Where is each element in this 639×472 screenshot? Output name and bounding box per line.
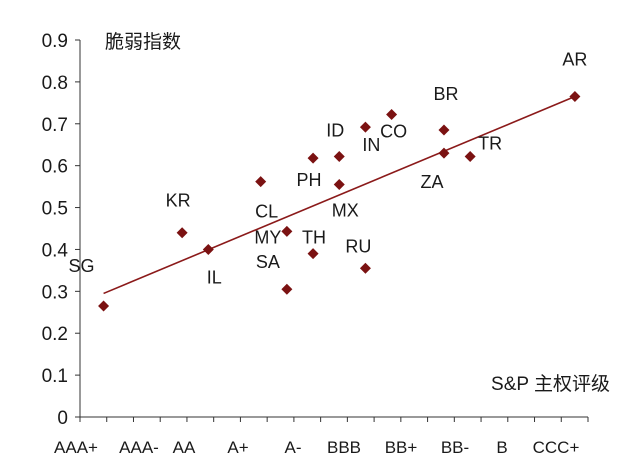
y-tick-label: 0.2 bbox=[42, 324, 68, 345]
data-label-sa: SA bbox=[256, 252, 280, 272]
data-point-sa bbox=[281, 283, 293, 295]
data-label-id: ID bbox=[326, 120, 344, 140]
y-ticks: 0 0.1 0.2 0.3 0.4 0.5 0.6 0.7 0.8 0.9 bbox=[42, 31, 80, 429]
data-label-sg: SG bbox=[69, 256, 95, 276]
data-point-id bbox=[333, 150, 345, 162]
data-label-ar: AR bbox=[562, 50, 587, 70]
data-label-co: CO bbox=[380, 122, 407, 142]
data-point-za bbox=[438, 147, 450, 159]
y-tick-label: 0.9 bbox=[42, 31, 68, 52]
data-point-il bbox=[202, 243, 214, 255]
x-tick-label: A- bbox=[285, 438, 302, 457]
data-point-cl bbox=[255, 176, 267, 188]
x-axis-title: S&P 主权评级 bbox=[491, 373, 610, 395]
x-tick-label: BBB bbox=[327, 438, 361, 457]
y-tick-label: 0.8 bbox=[42, 73, 68, 94]
x-ticks: AAA+ AAA- AA A+ A- BBB BB+ BB- B CCC+ bbox=[54, 417, 589, 457]
data-point-ru bbox=[359, 262, 371, 274]
x-tick-label: CCC+ bbox=[533, 438, 580, 457]
data-point-th bbox=[307, 248, 319, 260]
y-tick-label: 0.5 bbox=[42, 199, 68, 220]
data-label-il: IL bbox=[207, 267, 222, 287]
data-label-br: BR bbox=[433, 84, 458, 104]
y-axis: 0 0.1 0.2 0.3 0.4 0.5 0.6 0.7 0.8 0.9 bbox=[42, 31, 81, 429]
data-point-kr bbox=[176, 227, 188, 239]
y-tick-label: 0.3 bbox=[42, 282, 68, 303]
y-tick-label: 0.6 bbox=[42, 157, 68, 178]
x-tick-label: BB+ bbox=[385, 438, 418, 457]
data-point-ph bbox=[307, 152, 319, 164]
x-axis: AAA+ AAA- AA A+ A- BBB BB+ BB- B CCC+ bbox=[54, 416, 589, 457]
x-tick-label: A+ bbox=[227, 438, 248, 457]
x-tick-label: AA bbox=[173, 438, 196, 457]
x-tick-label: AAA+ bbox=[54, 438, 98, 457]
data-label-mx: MX bbox=[332, 201, 359, 221]
data-label-cl: CL bbox=[255, 202, 278, 222]
x-tick-label: BB- bbox=[441, 438, 469, 457]
x-tick-label: B bbox=[496, 438, 507, 457]
data-point-my bbox=[281, 225, 293, 237]
data-point-br bbox=[438, 124, 450, 136]
data-label-tr: TR bbox=[478, 133, 502, 153]
data-point-in bbox=[359, 121, 371, 133]
data-label-kr: KR bbox=[166, 191, 191, 211]
point-labels: SG KR IL CL MY SA PH TH ID MX IN RU CO BR ZA TR AR bbox=[69, 50, 588, 288]
y-tick-label: 0.7 bbox=[42, 115, 68, 136]
data-point-co bbox=[386, 109, 398, 121]
data-label-in: IN bbox=[362, 135, 380, 155]
y-axis-title: 脆弱指数 bbox=[105, 31, 181, 53]
data-label-ru: RU bbox=[345, 236, 371, 256]
data-point-ar bbox=[569, 91, 581, 103]
x-tick-label: AAA- bbox=[119, 438, 159, 457]
data-label-my: MY bbox=[254, 227, 281, 247]
data-label-th: TH bbox=[302, 228, 326, 248]
trendline bbox=[103, 95, 576, 295]
data-label-za: ZA bbox=[420, 172, 443, 192]
data-point-sg bbox=[98, 300, 110, 312]
data-label-ph: PH bbox=[297, 170, 322, 190]
data-points bbox=[98, 91, 581, 312]
data-point-tr bbox=[464, 150, 476, 162]
y-tick-label: 0.1 bbox=[42, 366, 68, 387]
y-tick-label: 0 bbox=[57, 408, 68, 429]
data-point-mx bbox=[333, 179, 345, 191]
y-tick-label: 0.4 bbox=[42, 240, 69, 261]
